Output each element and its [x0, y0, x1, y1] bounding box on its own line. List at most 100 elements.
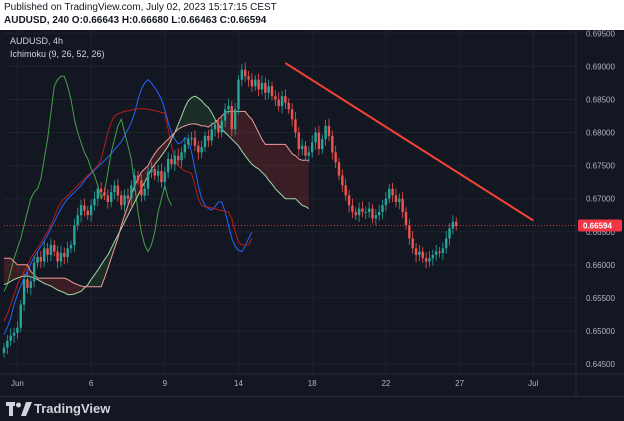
candle-down — [344, 185, 347, 196]
candle-up — [237, 79, 240, 110]
trend-line — [284, 62, 534, 222]
candle-up — [183, 144, 187, 153]
candle-down — [421, 251, 424, 259]
cloud-segment — [278, 144, 283, 196]
candle-down — [351, 205, 354, 212]
candle-down — [304, 145, 307, 156]
candle-down — [120, 195, 123, 206]
candle-down — [250, 79, 254, 87]
cloud-segment — [245, 111, 249, 161]
candle-down — [354, 211, 357, 216]
y-tick-label: 0.64500 — [586, 360, 615, 369]
y-tick-label: 0.66000 — [586, 261, 615, 270]
candle-up — [190, 137, 193, 140]
y-tick-label: 0.67500 — [586, 162, 615, 171]
cloud-segment — [144, 165, 149, 183]
chart-grid — [4, 30, 576, 374]
ichimoku-cloud — [4, 96, 309, 295]
candle-up — [2, 347, 6, 353]
legend-indicator[interactable]: Ichimoku (9, 26, 52, 26) — [10, 49, 105, 59]
series-line-senkou-a — [3, 95, 310, 296]
x-tick-label: Jul — [528, 379, 538, 388]
cloud-segment — [107, 248, 112, 269]
candle-up — [12, 332, 16, 336]
tradingview-brand: TradingView — [34, 401, 111, 416]
candle-down — [197, 145, 200, 153]
candle-up — [156, 170, 160, 176]
candle-up — [69, 245, 73, 249]
candle-up — [29, 281, 32, 288]
tradingview-logo-icon — [6, 402, 32, 416]
cloud-segment — [208, 107, 212, 128]
candle-up — [418, 251, 421, 255]
candle-down — [247, 76, 250, 80]
last-price-tag-bg — [578, 219, 622, 232]
candle-up — [260, 82, 264, 90]
candle-up — [79, 205, 83, 216]
candle-up — [130, 185, 133, 199]
candle-down — [99, 188, 103, 193]
candle-up — [163, 172, 166, 183]
last-price-tag: 0.66594 — [578, 219, 622, 232]
candle-down — [334, 152, 337, 163]
cloud-segment — [292, 153, 296, 199]
candle-up — [123, 195, 126, 206]
cloud-segment — [251, 119, 256, 167]
candle-up — [398, 198, 401, 202]
cloud-segment — [4, 258, 8, 285]
candle-up — [233, 109, 237, 130]
candle-up — [223, 109, 227, 121]
candle-up — [76, 215, 79, 226]
candle-down — [244, 69, 247, 77]
candle-down — [264, 82, 267, 93]
cloud-segment — [258, 132, 262, 173]
y-tick-label: 0.69500 — [586, 30, 615, 38]
overlay — [4, 62, 576, 226]
cloud-segment — [14, 261, 18, 280]
candle-down — [86, 210, 89, 216]
candle-up — [441, 248, 445, 253]
candle-up — [19, 304, 22, 328]
published-text: Published on TradingView.com, July 02, 2… — [4, 2, 277, 13]
price-chart[interactable]: 0.69500 0.69000 0.68500 0.68000 0.67500 0.670… — [0, 30, 624, 396]
cloud-segment — [191, 96, 195, 124]
cloud-segment — [77, 284, 82, 293]
cloud-segment — [17, 264, 21, 279]
y-tick-label: 0.68000 — [586, 129, 615, 138]
candle-down — [341, 175, 344, 186]
candle-up — [59, 252, 63, 262]
candle-down — [331, 135, 334, 153]
cloud-segment — [27, 264, 31, 277]
candle-down — [404, 211, 408, 226]
price-axis: 0.69500 0.69000 0.68500 0.68000 0.67500 0.670… — [575, 30, 624, 396]
cloud-segment — [50, 278, 55, 288]
cloud-segment — [54, 278, 58, 290]
candle-down — [371, 208, 374, 219]
cloud-segment — [181, 107, 185, 128]
cloud-segment — [265, 144, 269, 181]
candle-up — [210, 129, 213, 141]
candle-down — [63, 252, 66, 257]
candle-up — [314, 132, 317, 143]
candle-down — [455, 221, 458, 226]
candle-down — [287, 102, 290, 110]
cloud-segment — [60, 278, 65, 293]
candle-down — [424, 258, 428, 262]
candle-down — [103, 192, 106, 196]
cloud-segment — [67, 279, 71, 295]
cloud-segment — [238, 111, 242, 152]
candle-up — [200, 147, 203, 153]
candle-down — [230, 106, 233, 130]
cloud-segment — [148, 159, 152, 176]
cloud-segment — [111, 241, 115, 259]
cloud-segment — [124, 205, 128, 222]
candle-down — [26, 279, 29, 288]
candle-up — [300, 145, 304, 150]
candle-down — [153, 168, 156, 176]
header-bar: Published on TradingView.com, July 02, 2… — [0, 0, 624, 30]
y-tick-label: 0.65500 — [586, 294, 615, 303]
x-tick-label: 27 — [455, 379, 464, 388]
candle-up — [267, 86, 270, 93]
candle-up — [6, 340, 9, 348]
candle-up — [324, 125, 327, 140]
